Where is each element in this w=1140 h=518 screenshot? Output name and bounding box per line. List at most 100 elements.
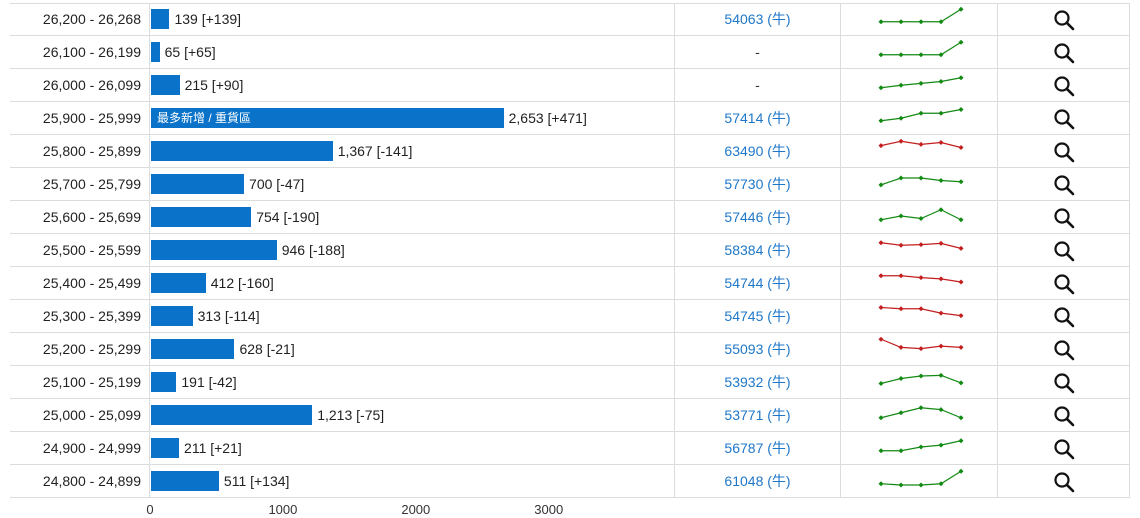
sparkline-point (958, 144, 964, 151)
search-icon[interactable] (1053, 372, 1075, 406)
sparkline-point (938, 78, 944, 85)
search-icon[interactable] (1053, 207, 1075, 241)
sparkline-point (918, 52, 924, 58)
search-icon[interactable] (1053, 405, 1075, 439)
sparkline-point (898, 375, 904, 382)
sparkline-point (918, 482, 924, 488)
search-icon[interactable] (1053, 273, 1075, 307)
search-icon[interactable] (1053, 306, 1075, 340)
view-cell (998, 267, 1130, 299)
trend-sparkline (878, 175, 964, 188)
sparkline-cell (841, 3, 998, 35)
bar-value-label: 412 [-160] (210, 275, 274, 291)
bar-value-label: 511 [+134] (223, 473, 290, 489)
warrant-code-link[interactable]: 54063 (牛) (724, 11, 791, 27)
sparkline-point (898, 273, 904, 279)
warrant-code-link[interactable]: 57414 (牛) (724, 110, 791, 126)
bar-cell: 946 [-188] (150, 234, 675, 266)
bar (151, 9, 170, 29)
warrant-code-link[interactable]: 54745 (牛) (724, 308, 791, 324)
view-cell (998, 102, 1130, 134)
sparkline-point (878, 240, 884, 246)
sparkline-point (898, 175, 904, 181)
search-icon[interactable] (1053, 438, 1075, 472)
bar-value-label: 191 [-42] (181, 374, 237, 390)
code-cell: 63490 (牛) (675, 135, 841, 167)
sparkline-point (918, 242, 924, 248)
view-cell (998, 399, 1130, 431)
trend-sparkline (878, 207, 964, 223)
table-row: 24,900 - 24,999 211 [+21] 56787 (牛) (10, 432, 1130, 465)
warrant-code-link[interactable]: 58384 (牛) (724, 242, 791, 258)
search-icon[interactable] (1053, 240, 1075, 274)
sparkline-point (878, 415, 884, 421)
sparkline-point (938, 177, 944, 184)
sparkline-cell (841, 300, 998, 332)
bar-value-label: 946 [-188] (281, 242, 345, 258)
sparkline-point (898, 19, 904, 25)
warrant-code-link[interactable]: 56787 (牛) (724, 440, 791, 456)
warrant-code-link[interactable]: 53932 (牛) (724, 374, 791, 390)
sparkline-point (918, 110, 924, 116)
search-icon[interactable] (1053, 339, 1075, 373)
bar-cell: 1,213 [-75] (150, 399, 675, 431)
table-row: 25,100 - 25,199 191 [-42] 53932 (牛) (10, 366, 1130, 399)
bar-value-label: 139 [+139] (174, 11, 242, 27)
sparkline-point (898, 52, 904, 58)
warrant-code-link[interactable]: 63490 (牛) (724, 143, 791, 159)
bar-cell: 511 [+134] (150, 465, 675, 497)
sparkline-point (938, 276, 944, 282)
trend-sparkline (878, 273, 964, 285)
search-icon[interactable] (1053, 9, 1075, 43)
search-icon[interactable] (1053, 141, 1075, 175)
range-label: 25,800 - 25,899 (10, 135, 150, 167)
warrant-code-link[interactable]: 54744 (牛) (724, 275, 791, 291)
range-label: 25,500 - 25,599 (10, 234, 150, 266)
range-label: 25,600 - 25,699 (10, 201, 150, 233)
range-label: 25,900 - 25,999 (10, 102, 150, 134)
table-row: 25,900 - 25,999 最多新增 / 重貨區 2,653 [+471] … (10, 102, 1130, 135)
warrant-code-link[interactable]: 57730 (牛) (724, 176, 791, 192)
sparkline-cell (841, 399, 998, 431)
range-label: 25,400 - 25,499 (10, 267, 150, 299)
sparkline-cell (841, 168, 998, 200)
view-cell (998, 465, 1130, 497)
warrant-code-link[interactable]: 61048 (牛) (724, 473, 791, 489)
sparkline-point (918, 215, 924, 222)
warrant-code-link[interactable]: 53771 (牛) (724, 407, 791, 423)
bar-cell: 1,367 [-141] (150, 135, 675, 167)
sparkline-point (938, 139, 944, 146)
sparkline-point (878, 481, 884, 487)
sparkline-point (958, 380, 964, 386)
bar-cell: 700 [-47] (150, 168, 675, 200)
sparkline-point (878, 304, 884, 311)
sparkline-cell (841, 465, 998, 497)
sparkline-point (918, 444, 924, 450)
range-label: 25,000 - 25,099 (10, 399, 150, 431)
range-label: 25,200 - 25,299 (10, 333, 150, 365)
trend-sparkline (878, 240, 964, 251)
sparkline-point (898, 448, 904, 454)
bar (151, 372, 177, 392)
sparkline-point (878, 217, 884, 223)
search-icon[interactable] (1053, 42, 1075, 76)
sparkline-point (938, 407, 944, 413)
sparkline-point (918, 306, 924, 312)
sparkline-point (918, 141, 924, 147)
search-icon[interactable] (1053, 471, 1075, 505)
warrant-code-link[interactable]: 57446 (牛) (724, 209, 791, 225)
bar (151, 174, 245, 194)
warrant-code-link[interactable]: 55093 (牛) (724, 341, 791, 357)
search-icon[interactable] (1053, 174, 1075, 208)
search-icon[interactable] (1053, 75, 1075, 109)
table-row: 25,300 - 25,399 313 [-114] 54745 (牛) (10, 300, 1130, 333)
table-row: 25,700 - 25,799 700 [-47] 57730 (牛) (10, 168, 1130, 201)
sparkline-point (878, 336, 884, 342)
bar (151, 306, 193, 326)
sparkline-point (938, 110, 944, 116)
search-icon[interactable] (1053, 108, 1075, 142)
view-cell (998, 69, 1130, 101)
code-cell: 55093 (牛) (675, 333, 841, 365)
sparkline-cell (841, 432, 998, 464)
code-cell: 54063 (牛) (675, 3, 841, 35)
